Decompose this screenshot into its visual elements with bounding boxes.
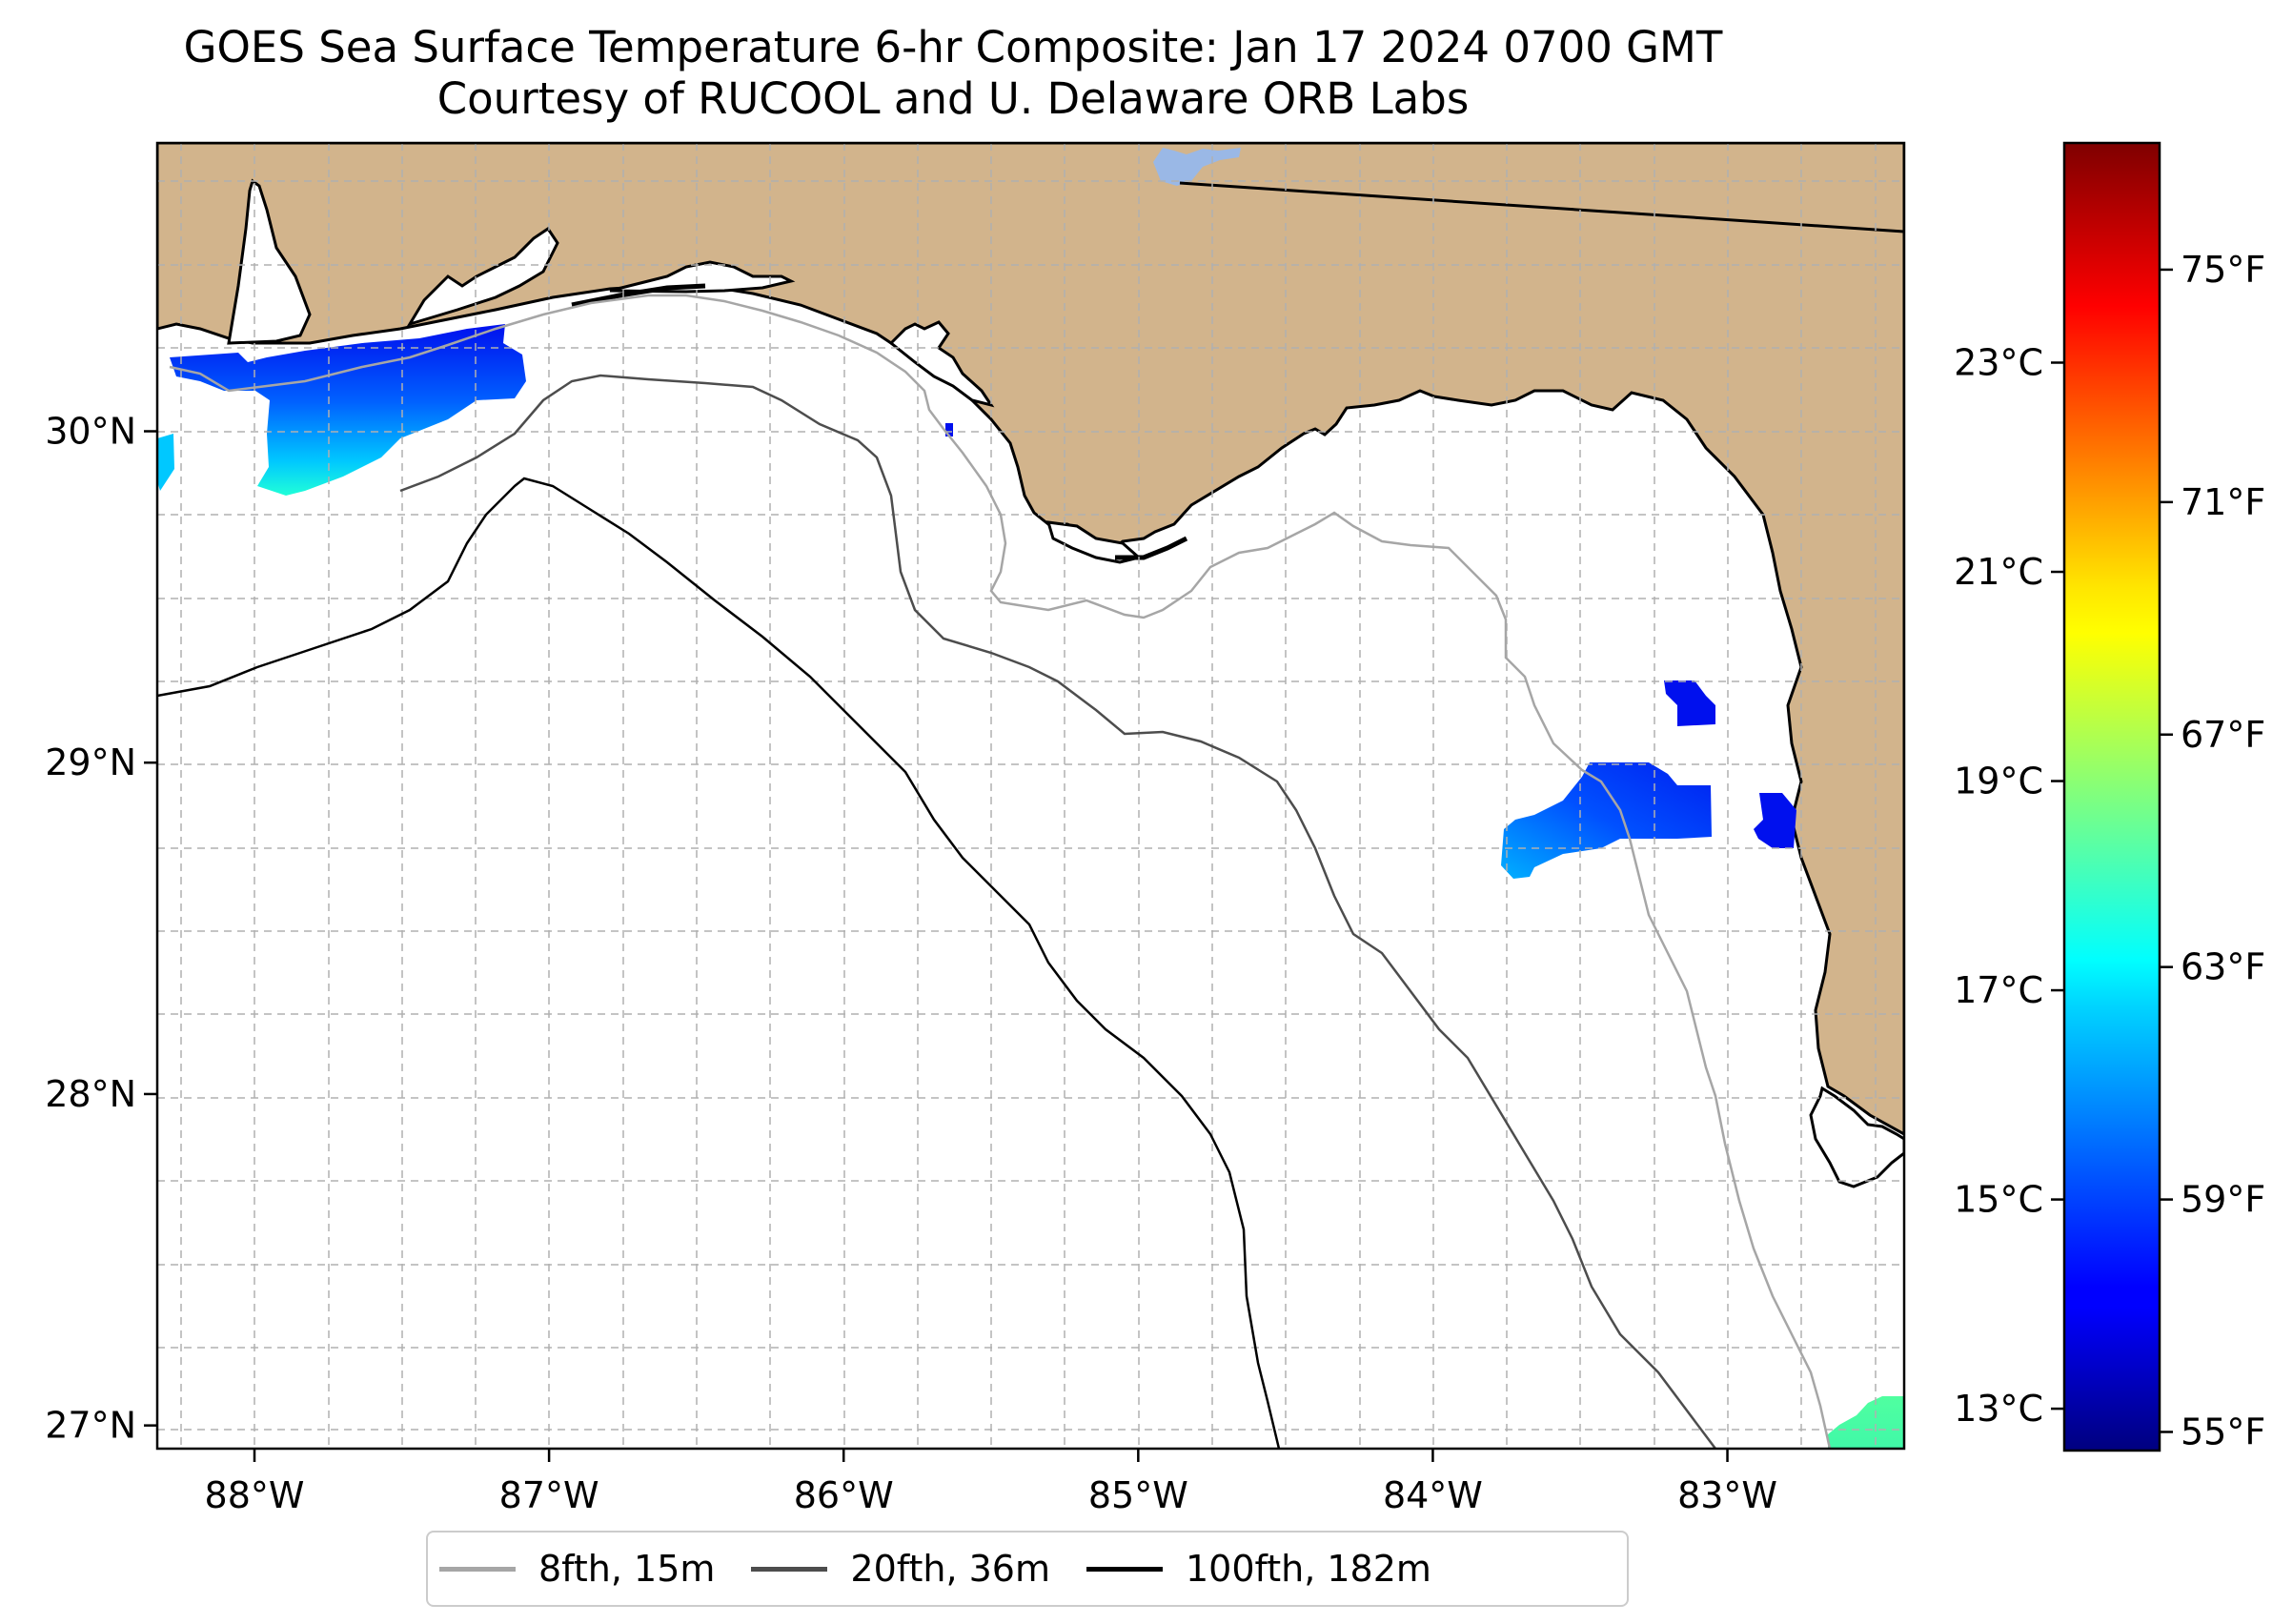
isobath-20fth [399,374,1716,1449]
lat-tick-label: 30°N [45,411,136,453]
celsius-tick-label: 17°C [1954,969,2043,1011]
sst-patch-west [170,324,526,496]
fahrenheit-tick-label: 71°F [2181,481,2265,523]
isobath-8fth [169,294,1832,1449]
sst-patch-left-edge [157,434,174,491]
isobath-legend: 8fth, 15m 20fth, 36m 100fth, 182m [426,1531,1629,1607]
colorbar [2062,141,2161,1452]
lon-tick-label: 85°W [1088,1474,1188,1516]
gridlines [157,143,1904,1449]
legend-line-20fth [751,1566,828,1572]
legend-label-8fth: 8fth, 15m [538,1548,716,1590]
lat-tick-label: 28°N [45,1073,136,1115]
celsius-tick-label: 19°C [1954,761,2043,802]
barrier-island [1115,536,1188,560]
sst-patch-big-bend [1501,762,1712,879]
legend-line-8fth [439,1566,516,1572]
latitude-axis: 27°N 28°N 29°N 30°N [45,411,157,1447]
legend-item-20fth: 20fth, 36m [751,1548,1050,1590]
colorbar-fahrenheit-axis: 55°F 59°F 63°F 67°F 71°F 75°F [2160,249,2265,1452]
fahrenheit-tick-label: 75°F [2181,249,2265,291]
legend-item-100fth: 100fth, 182m [1086,1548,1431,1590]
lon-tick-label: 87°W [499,1474,599,1516]
lat-tick-label: 29°N [45,741,136,783]
map-title-line-1: GOES Sea Surface Temperature 6-hr Compos… [183,22,1723,72]
fahrenheit-tick-label: 59°F [2181,1179,2265,1221]
map-frame [155,141,1906,1451]
legend-label-20fth: 20fth, 36m [850,1548,1050,1590]
mobile-bay [227,178,312,345]
barrier-island [571,283,706,308]
sst-patch-cedar-key [1664,680,1715,726]
lat-tick-label: 27°N [45,1405,136,1447]
lon-tick-label: 88°W [205,1474,305,1516]
fahrenheit-tick-label: 55°F [2181,1411,2265,1452]
lon-tick-label: 83°W [1677,1474,1777,1516]
longitude-axis: 88°W 87°W 86°W 85°W 84°W 83°W [205,1449,1777,1516]
legend-item-8fth: 8fth, 15m [439,1548,715,1590]
state-boundary [1179,181,1904,233]
fahrenheit-tick-label: 67°F [2181,714,2265,756]
lon-tick-label: 86°W [794,1474,894,1516]
colorbar-celsius-axis: 13°C 15°C 17°C 19°C 21°C 23°C [1954,341,2064,1430]
tampa-bay [1809,1086,1904,1188]
celsius-tick-label: 15°C [1954,1179,2043,1221]
sst-patch-tampa [1754,793,1796,848]
celsius-tick-label: 13°C [1954,1388,2043,1430]
celsius-tick-label: 21°C [1954,551,2043,593]
choctawhatchee-bay [609,260,796,294]
pensacola-bay [406,226,559,327]
lon-tick-label: 84°W [1383,1474,1483,1516]
lake [1153,148,1241,186]
sst-patch-southeast [1828,1396,1904,1449]
isobath-100fth [157,477,1281,1449]
legend-line-100fth [1086,1566,1163,1572]
celsius-tick-label: 23°C [1954,341,2043,383]
map-title-line-2: Courtesy of RUCOOL and U. Delaware ORB L… [436,73,1470,124]
legend-label-100fth: 100fth, 182m [1185,1548,1431,1590]
fahrenheit-tick-label: 63°F [2181,946,2265,988]
st-andrew-bay [888,320,995,408]
